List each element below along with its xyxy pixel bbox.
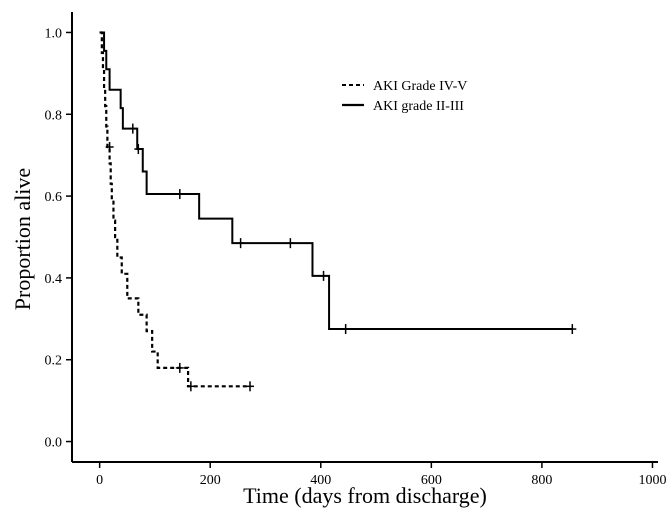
y-tick-label: 0.2 [45, 354, 63, 369]
survival-curve-grade-iv-v [99, 31, 251, 388]
legend-label-grade-iv-v: AKI Grade IV-V [373, 79, 467, 94]
censor-mark [246, 381, 255, 392]
censor-mark [105, 142, 114, 152]
censor-mark [134, 144, 143, 155]
y-tick-label: 0.4 [45, 272, 63, 287]
y-tick-label: 1.0 [45, 26, 63, 41]
x-tick-label: 0 [96, 473, 103, 488]
y-tick-label: 0.0 [45, 436, 63, 451]
survival-curve-grade-ii-iii [99, 31, 573, 331]
y-axis-ticks: 0.0 0.2 0.4 0.6 0.8 1.0 [45, 26, 72, 451]
censor-mark [128, 123, 137, 134]
y-tick-label: 0.6 [45, 190, 63, 205]
plot-area [99, 31, 577, 392]
x-axis-title: Time (days from discharge) [243, 483, 487, 508]
x-axis-ticks: 0 200 400 600 800 1000 [96, 462, 666, 488]
censor-mark [236, 238, 245, 249]
censor-mark [286, 238, 295, 249]
x-tick-label: 800 [531, 473, 552, 488]
censor-mark [568, 324, 577, 335]
legend-label-grade-ii-iii: AKI grade II-III [373, 99, 464, 114]
y-tick-label: 0.8 [45, 108, 63, 123]
x-tick-label: 600 [421, 473, 442, 488]
x-tick-label: 1000 [638, 473, 666, 488]
censor-mark [175, 189, 184, 200]
legend: AKI Grade IV-V AKI grade II-III [342, 79, 467, 114]
censor-mark [341, 324, 350, 335]
censor-mark [319, 270, 328, 281]
y-axis-title: Proportion alive [10, 168, 35, 310]
censor-mark [175, 362, 184, 373]
x-tick-label: 400 [310, 473, 331, 488]
censor-mark [186, 381, 195, 392]
x-tick-label: 200 [200, 473, 221, 488]
